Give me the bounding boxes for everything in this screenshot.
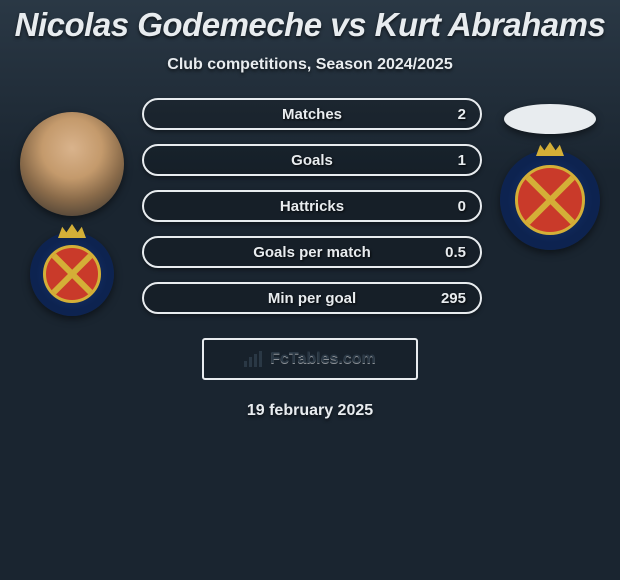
badge-shield-icon: [43, 245, 101, 303]
stat-value-right: 0.5: [445, 244, 466, 261]
player1-avatar: [20, 112, 124, 216]
player2-avatar: [504, 104, 596, 134]
stat-value-right: 2: [458, 106, 466, 123]
stat-value-right: 295: [441, 290, 466, 307]
player1-club-badge: [30, 232, 114, 316]
left-column: [20, 112, 124, 316]
stat-label: Goals per match: [253, 244, 371, 261]
right-column: [500, 104, 600, 250]
chart-icon: [244, 351, 264, 367]
brand-box: FcTables.com: [202, 338, 418, 380]
crown-icon: [58, 224, 86, 238]
main-row: Matches 2 Goals 1 Hattricks 0 Goals per …: [0, 98, 620, 316]
stat-row-goals: Goals 1: [142, 144, 482, 176]
stat-label: Matches: [282, 106, 342, 123]
stat-row-hattricks: Hattricks 0: [142, 190, 482, 222]
stat-label: Goals: [291, 152, 333, 169]
stat-row-min-per-goal: Min per goal 295: [142, 282, 482, 314]
player2-club-badge: [500, 150, 600, 250]
page-title: Nicolas Godemeche vs Kurt Abrahams: [15, 6, 606, 44]
crown-icon: [536, 142, 564, 156]
badge-shield-icon: [515, 165, 585, 235]
stat-value-right: 0: [458, 198, 466, 215]
subtitle: Club competitions, Season 2024/2025: [167, 56, 452, 74]
stat-value-right: 1: [458, 152, 466, 169]
date-line: 19 february 2025: [247, 402, 373, 420]
stat-row-goals-per-match: Goals per match 0.5: [142, 236, 482, 268]
stat-label: Hattricks: [280, 198, 344, 215]
stat-row-matches: Matches 2: [142, 98, 482, 130]
stat-label: Min per goal: [268, 290, 356, 307]
content-container: Nicolas Godemeche vs Kurt Abrahams Club …: [0, 0, 620, 580]
brand-text: FcTables.com: [270, 350, 376, 368]
stats-list: Matches 2 Goals 1 Hattricks 0 Goals per …: [142, 98, 482, 314]
